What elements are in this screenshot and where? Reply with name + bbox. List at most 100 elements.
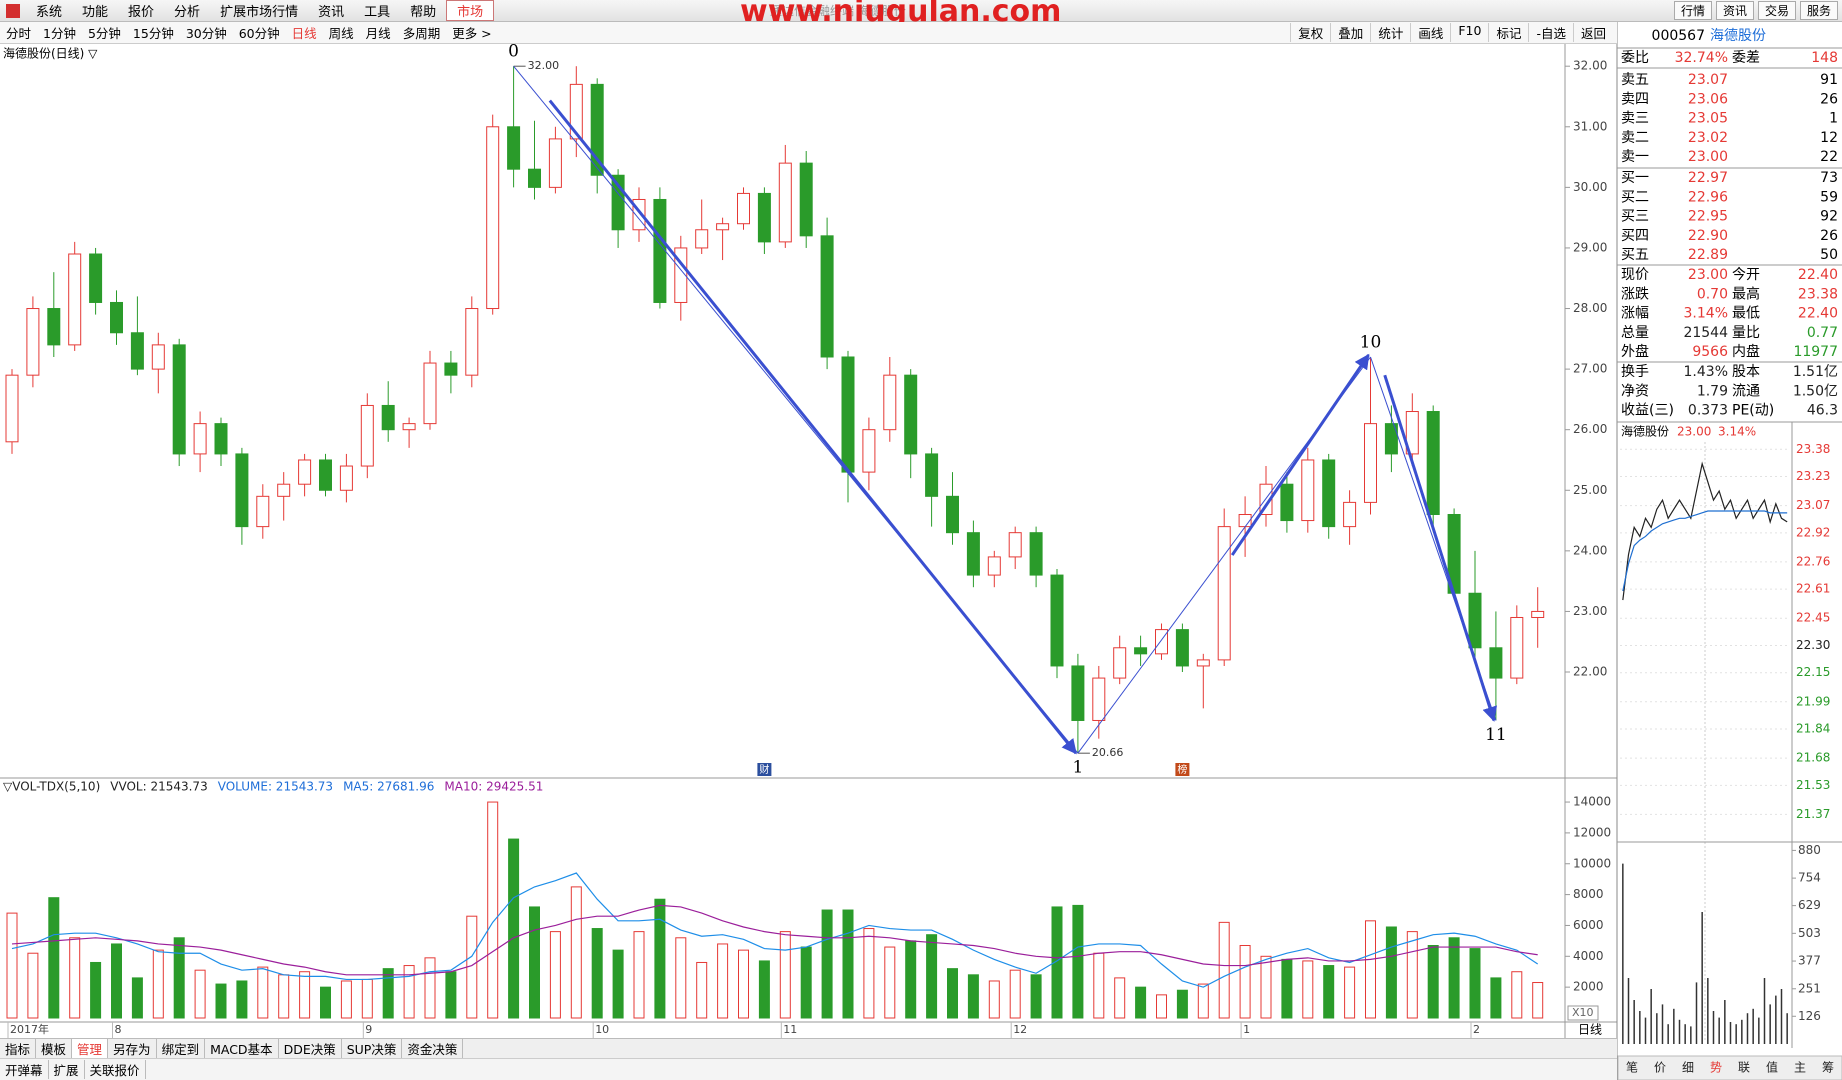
y-tick-label: 28.00 bbox=[1573, 301, 1607, 315]
candle-body bbox=[130, 332, 144, 370]
indicator-tab[interactable]: 指标 bbox=[0, 1039, 37, 1058]
tool-button[interactable]: 统计 bbox=[1370, 23, 1410, 42]
quote-tab[interactable]: 值 bbox=[1766, 1060, 1778, 1075]
volume-bar bbox=[1009, 969, 1021, 1019]
menu-item[interactable]: 系统 bbox=[36, 5, 63, 20]
quote-value: 21544 bbox=[1683, 325, 1728, 341]
candle-body bbox=[486, 126, 500, 310]
volume-bar bbox=[696, 961, 708, 1019]
volume-bar bbox=[947, 968, 958, 1019]
quote-value: 9566 bbox=[1692, 344, 1728, 360]
quote-tab[interactable]: 细 bbox=[1682, 1061, 1694, 1075]
volume-bar bbox=[445, 971, 457, 1019]
book-label: 买二 bbox=[1621, 189, 1649, 205]
indicator-tab[interactable]: 管理 bbox=[72, 1039, 109, 1058]
indicator-tab[interactable]: DDE决策 bbox=[279, 1039, 342, 1058]
volume-bar bbox=[48, 897, 60, 1019]
period-button[interactable]: 60分钟 bbox=[238, 26, 280, 41]
volume-bar bbox=[654, 898, 666, 1019]
candle-body bbox=[298, 459, 312, 485]
candle-body bbox=[590, 83, 604, 176]
indicator-tab[interactable]: SUP决策 bbox=[342, 1039, 403, 1058]
menu-item[interactable]: 报价 bbox=[128, 5, 155, 20]
book-volume: 1 bbox=[1829, 111, 1838, 127]
period-button[interactable]: 30分钟 bbox=[185, 26, 227, 41]
quote-tab[interactable]: 筹 bbox=[1822, 1061, 1834, 1075]
extra-tab[interactable]: 开弹幕 bbox=[0, 1060, 49, 1079]
candle-body bbox=[695, 229, 709, 249]
period-button[interactable]: 多周期 bbox=[402, 26, 441, 41]
menu-button[interactable]: 行情 bbox=[1673, 1, 1712, 20]
period-button[interactable]: 更多 > bbox=[452, 26, 492, 41]
book-price: 23.06 bbox=[1688, 91, 1728, 107]
period-button[interactable]: 1分钟 bbox=[43, 26, 76, 41]
tool-button[interactable]: -自选 bbox=[1528, 23, 1573, 42]
quote-label: 换手 bbox=[1621, 363, 1649, 380]
tool-button[interactable]: 叠加 bbox=[1330, 23, 1370, 42]
indicator-tab[interactable]: MACD基本 bbox=[205, 1039, 279, 1058]
menu-button[interactable]: 资讯 bbox=[1715, 1, 1754, 20]
menu-item[interactable]: 扩展市场行情 bbox=[220, 5, 299, 20]
volume-bar bbox=[1281, 958, 1293, 1019]
quote-tab[interactable]: 主 bbox=[1794, 1061, 1806, 1075]
extra-tab[interactable]: 关联报价 bbox=[85, 1060, 146, 1079]
book-price: 22.96 bbox=[1688, 189, 1728, 205]
indicator-tab[interactable]: 模板 bbox=[36, 1039, 73, 1058]
tool-button[interactable]: 画线 bbox=[1410, 23, 1450, 42]
quote-tab[interactable]: 笔 bbox=[1626, 1060, 1638, 1075]
menu-button[interactable]: 服务 bbox=[1799, 1, 1838, 20]
tool-button[interactable]: 复权 bbox=[1290, 23, 1330, 42]
volume-bar bbox=[508, 838, 520, 1019]
event-icon bbox=[757, 763, 772, 776]
volume-bar bbox=[1469, 948, 1481, 1019]
volume-bar bbox=[361, 978, 373, 1019]
y-tick-label: 21.53 bbox=[1796, 778, 1830, 792]
menu-button[interactable]: 交易 bbox=[1757, 1, 1796, 20]
candle-body bbox=[528, 168, 541, 188]
indicator-tab[interactable]: 另存为 bbox=[108, 1039, 157, 1058]
menu-item[interactable]: 市场 bbox=[446, 0, 495, 21]
candle-body bbox=[423, 362, 437, 425]
y-tick-label: 23.23 bbox=[1796, 469, 1830, 483]
indicator-tab[interactable]: 资金决策 bbox=[402, 1039, 464, 1058]
tool-list: 复权 叠加 统计 画线 F10 标记 -自选 返回 bbox=[1290, 23, 1613, 42]
indicator-tab[interactable]: 绑定到 bbox=[157, 1039, 206, 1058]
period-button[interactable]: 月线 bbox=[365, 26, 391, 41]
tool-button[interactable]: F10 bbox=[1450, 23, 1488, 42]
period-button[interactable]: 日线 bbox=[291, 26, 317, 41]
y-tick-label: 21.84 bbox=[1796, 722, 1830, 736]
volume-bar bbox=[1197, 983, 1209, 1019]
candle-body bbox=[1426, 411, 1440, 516]
extra-tab[interactable]: 扩展 bbox=[49, 1060, 85, 1079]
menu-item[interactable]: 功能 bbox=[82, 5, 109, 20]
y-tick-label: 880 bbox=[1798, 843, 1821, 857]
menu-item[interactable]: 帮助 bbox=[410, 5, 437, 20]
menu-item[interactable]: 分析 bbox=[174, 5, 201, 20]
candle-body bbox=[1343, 501, 1357, 528]
period-button[interactable]: 周线 bbox=[328, 26, 354, 41]
volume-bar bbox=[257, 966, 269, 1019]
tool-button[interactable]: 标记 bbox=[1488, 23, 1528, 42]
candle-body bbox=[1155, 629, 1168, 655]
menu-item[interactable]: 工具 bbox=[364, 5, 391, 20]
volume-bar bbox=[1114, 977, 1126, 1019]
y-tick-label: 24.00 bbox=[1573, 543, 1607, 557]
book-volume: 50 bbox=[1820, 247, 1838, 263]
candle-body bbox=[1489, 647, 1503, 679]
menu-item[interactable]: 资讯 bbox=[318, 5, 345, 20]
y-tick-label: 30.00 bbox=[1573, 180, 1607, 194]
period-button[interactable]: 分时 bbox=[6, 26, 32, 41]
x-tick-label: 1 bbox=[1243, 1023, 1250, 1036]
period-button[interactable]: 5分钟 bbox=[87, 26, 121, 41]
tool-button[interactable]: 返回 bbox=[1572, 23, 1613, 42]
wave-label: 0 bbox=[508, 42, 519, 62]
quote-tab[interactable]: 价 bbox=[1654, 1061, 1666, 1075]
quote-tab[interactable]: 联 bbox=[1738, 1061, 1750, 1075]
x-tick-label: 12 bbox=[1013, 1023, 1027, 1036]
candle-body bbox=[319, 459, 332, 491]
volume-bar bbox=[1135, 986, 1147, 1019]
candle-body bbox=[1510, 616, 1524, 679]
period-button[interactable]: 15分钟 bbox=[132, 26, 174, 41]
quote-tab[interactable]: 势 bbox=[1710, 1061, 1722, 1075]
chart-title: 海德股份(日线) ▽ bbox=[3, 46, 98, 61]
